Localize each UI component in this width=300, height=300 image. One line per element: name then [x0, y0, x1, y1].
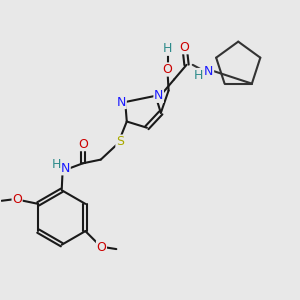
Text: N: N: [154, 89, 164, 102]
Text: O: O: [97, 241, 106, 254]
Text: S: S: [116, 135, 124, 148]
Text: H: H: [52, 158, 61, 171]
Text: O: O: [163, 63, 172, 76]
Text: H: H: [194, 69, 203, 82]
Text: N: N: [61, 162, 70, 175]
Text: H: H: [163, 42, 172, 55]
Text: N: N: [117, 95, 126, 109]
Text: O: O: [78, 138, 88, 151]
Text: O: O: [180, 41, 190, 54]
Text: N: N: [204, 64, 214, 78]
Text: O: O: [12, 193, 22, 206]
